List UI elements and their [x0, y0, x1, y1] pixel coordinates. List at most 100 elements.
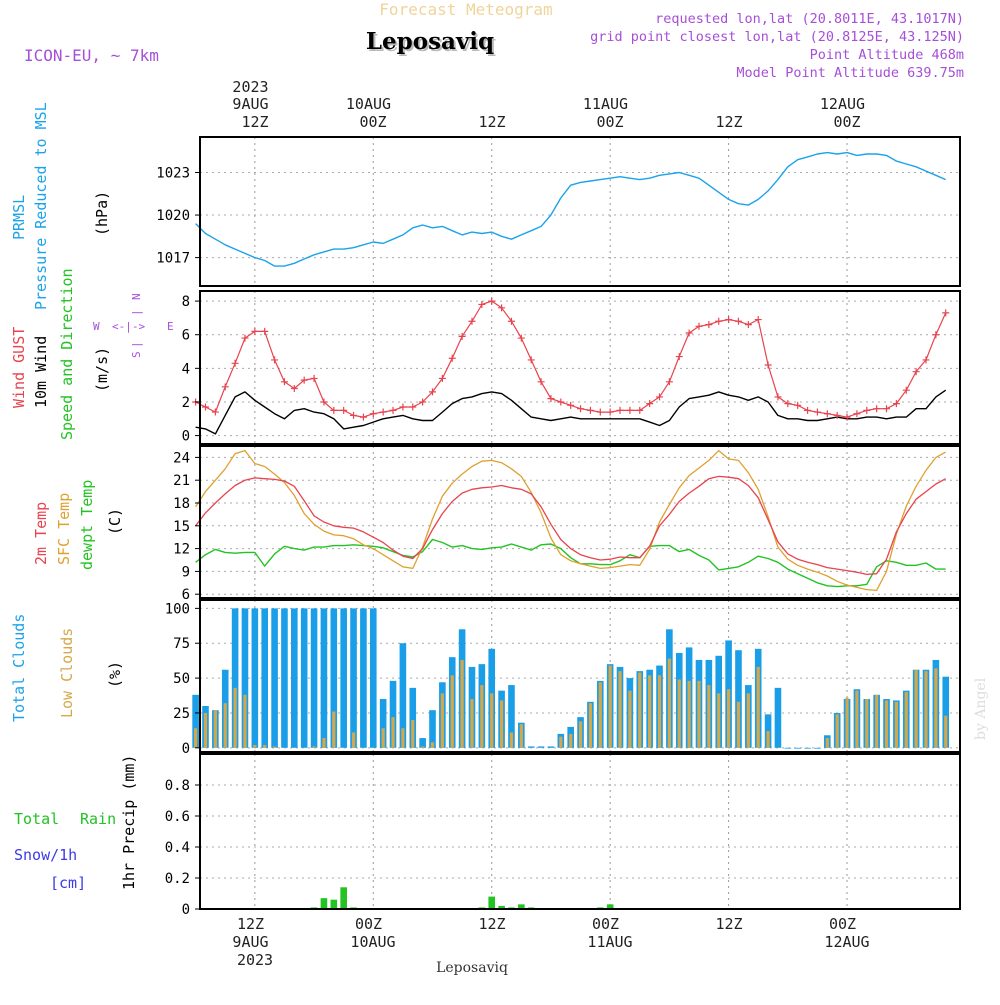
- total-cloud-bar: [429, 710, 436, 748]
- total-cloud-bar: [794, 747, 801, 749]
- low-cloud-bar: [312, 746, 316, 748]
- bottom-label-5: 12Z: [715, 915, 742, 933]
- rain-bar: [606, 904, 614, 909]
- point-altitude: Point Altitude 468m: [810, 47, 964, 63]
- gust-marker: [241, 334, 249, 342]
- low-cloud-bar: [914, 669, 918, 748]
- grid-coords: grid point closest lon,lat (20.8125E, 43…: [590, 29, 964, 45]
- requested-coords: requested lon,lat (20.8011E, 43.1017N): [655, 11, 964, 27]
- total-rain-label: Total: [14, 810, 59, 828]
- top-label-2: 10AUG 00Z: [346, 95, 400, 131]
- low-cloud-bar: [263, 745, 267, 748]
- y-tick-label: 9: [182, 564, 190, 580]
- low-cloud-bar: [401, 728, 405, 748]
- total-cloud-bar: [231, 608, 239, 748]
- gust-marker: [626, 406, 634, 414]
- low-cloud-bar: [194, 728, 198, 748]
- low-cloud-bar: [440, 693, 444, 748]
- low-cloud-bar: [391, 717, 395, 748]
- gust-marker: [577, 405, 585, 413]
- y-tick-label: 15: [173, 519, 190, 535]
- low-cloud-bar: [332, 711, 336, 748]
- y-tick-label: 0: [182, 741, 190, 757]
- low-cloud-bar: [697, 680, 701, 748]
- y-tick-label: 75: [173, 636, 190, 652]
- rain-bar: [498, 905, 505, 909]
- gust-marker: [478, 300, 486, 308]
- total-cloud-bar: [389, 680, 397, 748]
- low-cloud-bar: [460, 659, 464, 748]
- gust-marker: [251, 327, 259, 335]
- low-cloud-bar: [845, 697, 849, 748]
- clouds-unit: (%): [106, 661, 124, 688]
- gust-marker: [290, 385, 298, 393]
- total-cloud-bar: [804, 747, 811, 749]
- low-cloud-bar: [648, 675, 652, 748]
- low-cloud-bar: [707, 685, 711, 748]
- low-cloud-bar: [727, 689, 731, 748]
- y-tick-label: 18: [173, 496, 190, 512]
- y-tick-label: 24: [173, 450, 190, 466]
- low-cloud-bar: [243, 694, 247, 748]
- model-altitude: Model Point Altitude 639.75m: [736, 65, 964, 81]
- low-cloud-bar: [490, 693, 494, 748]
- compass-ns-upper: |: [130, 309, 143, 316]
- low-cloud-bar: [470, 699, 474, 748]
- rain-bar: [340, 887, 347, 909]
- low-cloud-bar: [865, 699, 869, 748]
- low-cloud-bar: [588, 703, 593, 748]
- total-cloud-bar: [537, 746, 545, 748]
- compass-we: <-|->: [112, 320, 145, 333]
- sfc-temp-line: [195, 449, 947, 592]
- total-cloud-bar: [409, 687, 417, 748]
- y-tick-label: 0.8: [165, 778, 190, 794]
- low-cloud-bar: [509, 732, 514, 748]
- gust-marker: [636, 406, 644, 414]
- total-cloud-bar: [784, 747, 792, 749]
- low-cloud-bar: [421, 746, 425, 748]
- low-cloud-bar: [657, 675, 662, 748]
- top-label-5: 12Z: [715, 113, 742, 131]
- rain-bar: [488, 896, 496, 909]
- snow-unit-label: [cm]: [50, 874, 86, 892]
- y-tick-label: 6: [182, 587, 190, 603]
- gust-marker: [458, 332, 466, 340]
- panel-frame: [199, 290, 961, 445]
- low-cloud-bar: [203, 712, 208, 748]
- gust-marker: [932, 331, 940, 339]
- gust-marker: [675, 353, 683, 361]
- compass-icon: N | <-|-> W E | S: [93, 293, 174, 358]
- y-tick-label: 1017: [156, 251, 190, 267]
- rain-bar: [330, 899, 338, 909]
- grid-layer: [200, 137, 960, 910]
- compass-n: N: [130, 293, 143, 300]
- gust-marker: [429, 388, 436, 396]
- gust-marker: [547, 395, 555, 403]
- gust-marker: [340, 406, 348, 414]
- gust-marker: [665, 378, 673, 386]
- low-cloud-bar: [381, 728, 385, 748]
- low-cloud-bar: [430, 742, 435, 748]
- gust-marker: [725, 316, 733, 324]
- wind-gust-line: [195, 300, 947, 418]
- gust-marker: [804, 406, 812, 414]
- total-cloud-bar: [369, 608, 377, 748]
- chart-title-shadow: Leposaviq: [368, 30, 496, 57]
- low-cloud-bar: [638, 672, 642, 748]
- low-clouds-label: Low Clouds: [58, 628, 76, 718]
- gust-marker: [488, 297, 496, 305]
- bottom-time-axis: 12Z 9AUG 2023 00Z 10AUG 12Z 00Z 11AUG 12…: [232, 915, 869, 969]
- gust-marker: [300, 376, 308, 384]
- low-cloud-bar: [884, 700, 889, 748]
- low-cloud-bar: [450, 675, 454, 748]
- gust-marker: [527, 356, 535, 364]
- low-cloud-bar: [213, 710, 217, 748]
- gust-marker: [784, 400, 792, 408]
- low-cloud-bar: [499, 700, 504, 748]
- compass-e: E: [167, 320, 174, 333]
- top-label-3: 12Z: [478, 113, 505, 131]
- total-cloud-bar: [547, 746, 555, 748]
- y-tick-label: 0.4: [165, 840, 190, 856]
- gust-marker: [883, 405, 891, 413]
